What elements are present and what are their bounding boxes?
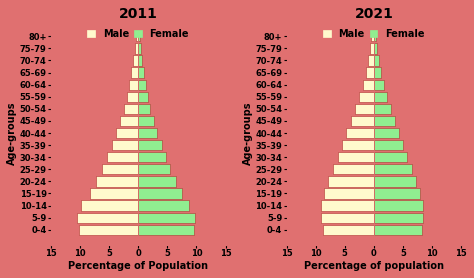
- Bar: [355, 104, 374, 114]
- Bar: [374, 55, 379, 66]
- Bar: [321, 200, 374, 211]
- Bar: [108, 152, 138, 162]
- Bar: [81, 200, 138, 211]
- Bar: [374, 92, 387, 102]
- Bar: [133, 55, 138, 66]
- Bar: [138, 225, 193, 235]
- Bar: [338, 152, 374, 162]
- Bar: [112, 140, 138, 150]
- Bar: [321, 213, 374, 223]
- X-axis label: Percentage of population: Percentage of population: [304, 261, 444, 271]
- Bar: [135, 43, 138, 53]
- Bar: [351, 116, 374, 126]
- Bar: [138, 200, 190, 211]
- Bar: [124, 104, 138, 114]
- Bar: [138, 104, 150, 114]
- Legend: Male, Female: Male, Female: [320, 26, 428, 42]
- Bar: [374, 164, 412, 175]
- Bar: [138, 92, 148, 102]
- Bar: [365, 68, 374, 78]
- Bar: [138, 164, 170, 175]
- Bar: [138, 128, 157, 138]
- Bar: [374, 104, 391, 114]
- Bar: [129, 80, 138, 90]
- Bar: [138, 55, 142, 66]
- Bar: [342, 140, 374, 150]
- Bar: [363, 80, 374, 90]
- Bar: [374, 68, 381, 78]
- Bar: [136, 31, 138, 41]
- Bar: [374, 200, 423, 211]
- Bar: [138, 31, 140, 41]
- Bar: [374, 213, 423, 223]
- Bar: [138, 43, 141, 53]
- Y-axis label: Age-groups: Age-groups: [7, 101, 17, 165]
- Bar: [138, 116, 154, 126]
- Bar: [374, 176, 416, 187]
- Bar: [127, 92, 138, 102]
- Bar: [138, 68, 144, 78]
- Bar: [374, 43, 377, 53]
- Bar: [374, 225, 421, 235]
- Bar: [91, 188, 138, 199]
- Bar: [359, 92, 374, 102]
- Bar: [138, 140, 162, 150]
- Bar: [374, 116, 395, 126]
- Bar: [328, 176, 374, 187]
- Bar: [346, 128, 374, 138]
- Bar: [324, 188, 374, 199]
- Bar: [96, 176, 138, 187]
- Title: 2011: 2011: [119, 7, 158, 21]
- Bar: [120, 116, 138, 126]
- Bar: [374, 188, 420, 199]
- Bar: [77, 213, 138, 223]
- Bar: [333, 164, 374, 175]
- Bar: [368, 55, 374, 66]
- Bar: [138, 213, 195, 223]
- Bar: [374, 128, 399, 138]
- Bar: [374, 140, 403, 150]
- Title: 2021: 2021: [355, 7, 393, 21]
- Bar: [370, 43, 374, 53]
- Bar: [79, 225, 138, 235]
- Bar: [374, 80, 384, 90]
- Bar: [374, 31, 376, 41]
- Bar: [131, 68, 138, 78]
- Legend: Male, Female: Male, Female: [84, 26, 192, 42]
- Bar: [116, 128, 138, 138]
- Bar: [138, 152, 166, 162]
- Bar: [374, 152, 407, 162]
- Bar: [323, 225, 374, 235]
- Bar: [138, 80, 146, 90]
- Bar: [138, 188, 182, 199]
- Bar: [371, 31, 374, 41]
- X-axis label: Percentage of Population: Percentage of Population: [68, 261, 208, 271]
- Y-axis label: Age-groups: Age-groups: [243, 101, 253, 165]
- Bar: [102, 164, 138, 175]
- Bar: [138, 176, 176, 187]
